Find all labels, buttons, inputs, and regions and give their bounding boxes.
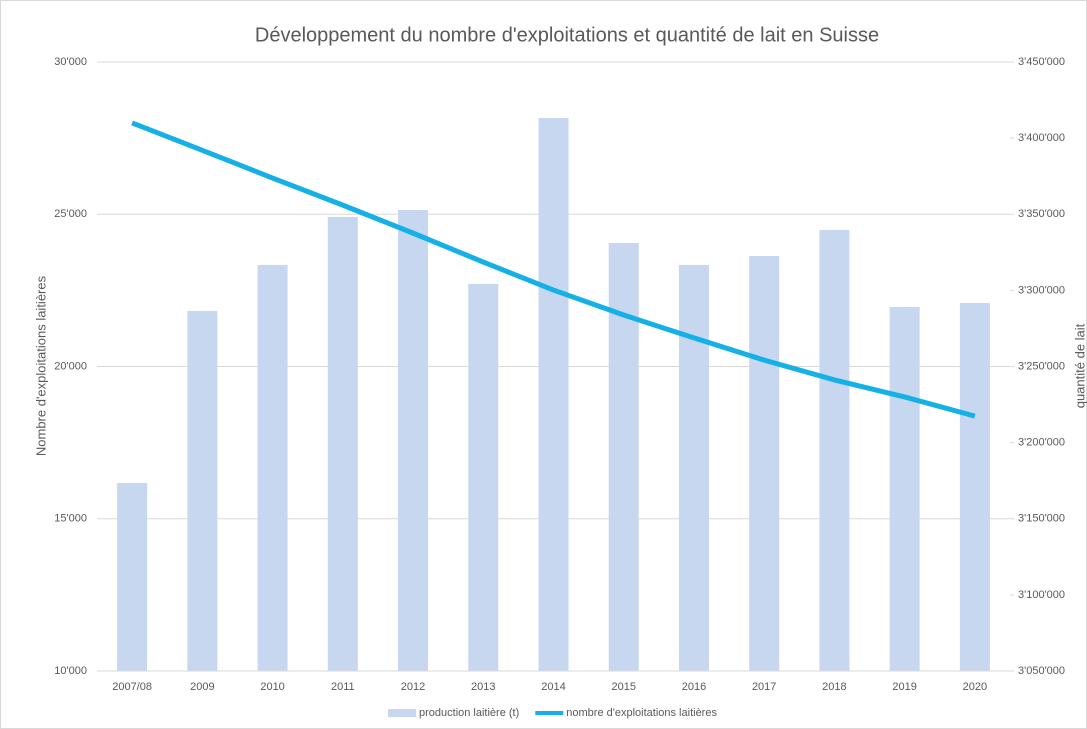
bar [749,255,780,672]
legend-label: production laitière (t) [419,707,519,719]
y2-tick-label: 3'450'000 [1018,56,1065,68]
bar [468,283,499,671]
bar [538,118,569,671]
y-tick-label: 10'000 [54,665,87,677]
legend-swatch [388,709,416,717]
y2-tick-label: 3'400'000 [1018,132,1065,144]
y-tick-label: 25'000 [54,208,87,220]
y2-tick-label: 3'100'000 [1018,589,1065,601]
bar [117,482,148,671]
y2-tick-label: 3'150'000 [1018,513,1065,525]
bar [889,306,920,671]
y2-tick-label: 3'050'000 [1018,665,1065,677]
y2-tick-label: 3'350'000 [1018,208,1065,220]
x-tick-label: 2009 [190,681,214,693]
bar [959,303,990,671]
chart-title: Développement du nombre d'exploitations … [255,24,879,46]
bar [257,264,288,671]
bar [678,264,709,671]
x-tick-label: 2010 [260,681,284,693]
x-tick-label: 2018 [822,681,846,693]
x-tick-label: 2015 [611,681,635,693]
x-tick-label: 2007/08 [112,681,152,693]
line [131,120,976,419]
x-tick-label: 2016 [682,681,706,693]
y-tick-label: 15'000 [54,513,87,525]
bar [187,310,218,671]
y-tick-label: 30'000 [54,56,87,68]
x-tick-label: 2012 [401,681,425,693]
bar [819,229,850,671]
x-tick-label: 2011 [331,681,355,693]
y2-axis-title: quantité de lait [1072,323,1087,408]
y2-tick-label: 3'300'000 [1018,284,1065,296]
x-tick-label: 2014 [541,681,565,693]
x-tick-label: 2017 [752,681,776,693]
y2-tick-label: 3'250'000 [1018,360,1065,372]
x-tick-label: 2013 [471,681,495,693]
x-tick-label: 2020 [963,681,987,693]
bar [608,243,639,671]
y2-tick-label: 3'200'000 [1018,437,1065,449]
bar [398,209,429,671]
bar [327,216,358,672]
y-tick-label: 20'000 [54,360,87,372]
y-axis-title: Nombre d'exploitations laitières [33,275,48,456]
x-tick-label: 2019 [892,681,916,693]
legend-label: nombre d'exploitations laitières [566,707,717,719]
